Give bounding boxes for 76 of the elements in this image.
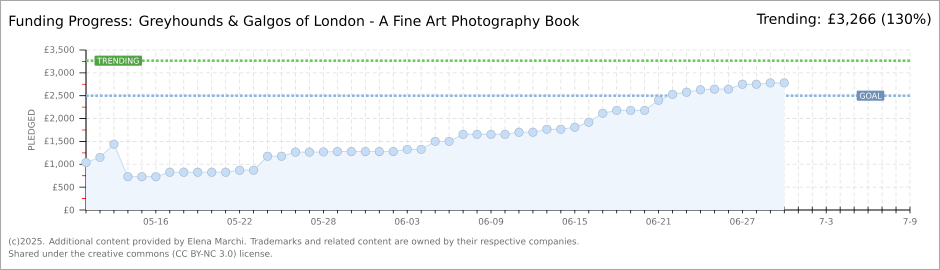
y-tick-label: £3,500 <box>44 46 74 54</box>
chart-title: Funding Progress: Greyhounds & Galgos of London - A Fine Art Photography Book <box>10 15 580 29</box>
point <box>165 168 174 177</box>
point <box>584 118 594 127</box>
point <box>276 152 286 161</box>
point <box>95 152 105 162</box>
point <box>332 146 342 156</box>
point <box>374 146 384 156</box>
x-tick-label: 06-15 <box>562 218 587 225</box>
x-tick-label: 06-21 <box>646 218 671 225</box>
x-tick-label: 06-27 <box>730 218 754 225</box>
y-tick-label: £1,500 <box>44 138 74 146</box>
point <box>668 90 678 99</box>
point <box>360 146 370 156</box>
point <box>262 152 272 161</box>
point <box>123 172 133 182</box>
point <box>416 144 426 154</box>
y-tick-label: £2,000 <box>44 114 74 122</box>
y-axis-title: PLEDGED <box>28 110 35 150</box>
chart-subtitle: Trending: £3,266 (130%) <box>756 13 930 27</box>
point <box>179 168 188 177</box>
point <box>500 130 510 139</box>
point <box>640 106 650 115</box>
point <box>388 146 398 156</box>
point <box>472 130 482 139</box>
point <box>486 130 496 139</box>
point <box>598 108 608 118</box>
point <box>542 124 552 134</box>
point <box>304 148 314 157</box>
point <box>738 80 747 89</box>
point <box>444 136 454 146</box>
point <box>570 122 580 132</box>
x-tick-label: 7-9 <box>904 218 917 225</box>
point <box>654 96 664 105</box>
point <box>249 166 258 175</box>
point <box>137 172 146 182</box>
point <box>221 168 230 177</box>
point <box>724 84 734 94</box>
y-tick-label: £500 <box>52 184 74 190</box>
point <box>235 166 244 175</box>
point <box>151 172 160 182</box>
y-tick-label: £0 <box>64 206 74 214</box>
point <box>290 148 300 157</box>
point <box>682 88 692 97</box>
text: (c)2025. Additional content provided by Elena Marchi. Trademarks and related content are owned by their respective companies. <box>9 238 578 246</box>
x-tick-label: 06-09 <box>478 218 504 225</box>
x-tick-label: 05-28 <box>311 218 336 225</box>
point <box>346 146 356 156</box>
point <box>458 130 468 139</box>
point <box>780 78 789 88</box>
point <box>612 106 622 115</box>
x-tick-label: 7-3 <box>820 218 833 225</box>
point <box>193 168 202 177</box>
point <box>318 147 328 157</box>
x-tick-label: 05-22 <box>227 218 252 225</box>
point <box>752 80 761 89</box>
point <box>402 144 412 154</box>
y-tick-label: £2,500 <box>44 92 74 100</box>
ref-line-label: GOAL <box>860 92 882 99</box>
point <box>81 158 91 168</box>
point <box>207 168 216 177</box>
point <box>430 136 440 146</box>
point <box>710 84 720 94</box>
x-tick-label: 06-03 <box>395 218 420 225</box>
x-tick-label: 05-16 <box>144 218 168 225</box>
y-tick-label: £1,000 <box>44 160 74 168</box>
point <box>766 78 775 88</box>
y-tick-label: £3,000 <box>44 69 74 77</box>
point <box>556 124 566 134</box>
point <box>696 85 706 94</box>
point <box>109 140 119 149</box>
point <box>528 128 538 137</box>
text: Shared under the creative commons (CC BY-NC 3.0) license. <box>8 250 272 258</box>
ref-line-label: TRENDING <box>97 58 139 64</box>
point <box>626 106 636 115</box>
point <box>514 128 524 137</box>
